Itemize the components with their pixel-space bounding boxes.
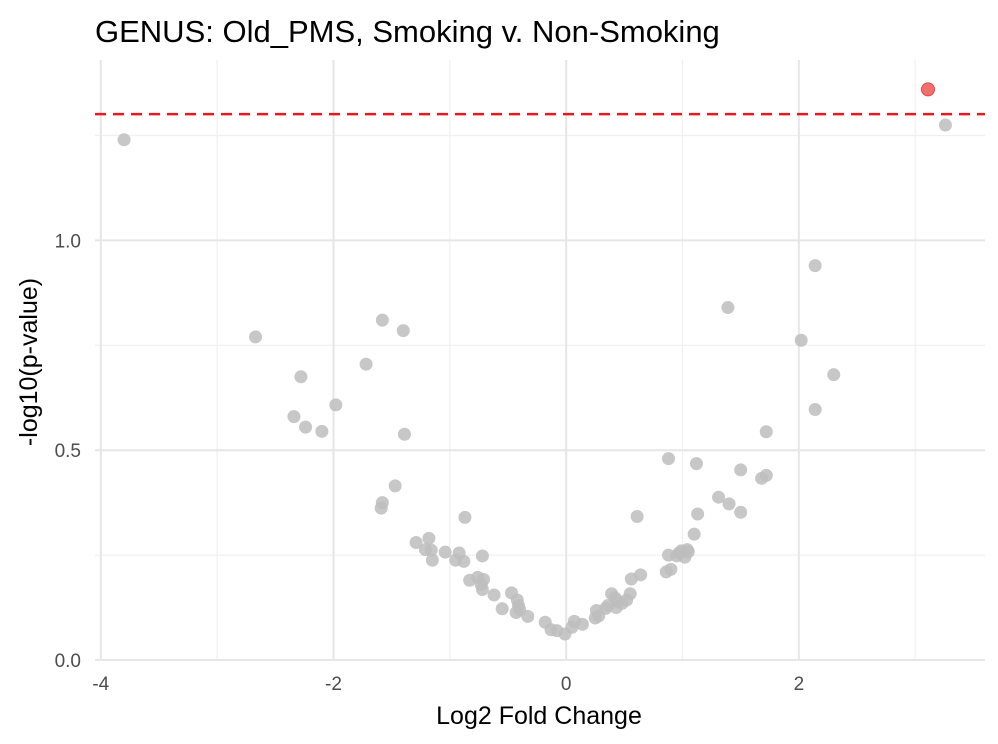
data-point (722, 497, 736, 511)
data-point (359, 357, 373, 371)
data-point (487, 588, 501, 602)
data-point (117, 133, 131, 147)
grid (95, 60, 985, 661)
data-point (422, 531, 436, 545)
x-axis-ticks: -4 -2 0 2 (92, 674, 804, 695)
data-point (409, 536, 423, 550)
data-point (680, 543, 694, 557)
data-point (759, 468, 773, 482)
data-point (396, 324, 410, 338)
x-tick-label: 2 (794, 674, 805, 695)
data-point (375, 313, 389, 327)
data-points (117, 82, 952, 641)
data-point (938, 118, 952, 132)
data-point (808, 403, 822, 417)
data-point (424, 543, 438, 557)
significant-data-point (920, 82, 935, 97)
data-point (475, 583, 489, 597)
x-axis-title: Log2 Fold Change (436, 702, 642, 730)
data-point (808, 259, 822, 273)
data-point (721, 301, 735, 315)
data-point (495, 602, 509, 616)
data-point (664, 562, 678, 576)
data-point (827, 368, 841, 382)
data-point (521, 609, 535, 623)
data-point (397, 427, 411, 441)
data-point (438, 545, 452, 559)
x-tick-label: -2 (325, 674, 342, 695)
data-point (475, 549, 489, 563)
data-point (794, 333, 808, 347)
x-tick-label: -4 (92, 674, 109, 695)
data-point (299, 420, 313, 434)
y-tick-label: 0.0 (55, 651, 81, 672)
data-point (287, 410, 301, 424)
data-point (623, 587, 637, 601)
data-point (734, 505, 748, 519)
data-point (509, 606, 523, 620)
data-point (687, 527, 701, 541)
data-point (691, 507, 705, 521)
data-point (689, 457, 703, 471)
data-point (294, 370, 308, 384)
data-point (662, 452, 676, 466)
data-point (425, 553, 439, 567)
data-point (329, 398, 343, 412)
y-tick-label: 1.0 (55, 231, 81, 252)
y-axis-title: -log10(p-value) (15, 278, 43, 446)
data-point (630, 510, 644, 524)
data-point (388, 479, 402, 493)
data-point (734, 463, 748, 477)
chart-title: GENUS: Old_PMS, Smoking v. Non-Smoking (95, 14, 720, 49)
data-point (249, 330, 263, 344)
data-point (634, 568, 648, 582)
y-tick-label: 0.5 (55, 441, 81, 462)
data-point (712, 490, 726, 504)
data-point (575, 617, 589, 631)
data-point (374, 501, 388, 515)
data-point (315, 424, 329, 438)
x-tick-label: 0 (561, 674, 572, 695)
data-point (458, 510, 472, 524)
y-axis-ticks: 0.0 0.5 1.0 (55, 231, 81, 672)
data-point (759, 425, 773, 439)
data-point (457, 554, 471, 568)
